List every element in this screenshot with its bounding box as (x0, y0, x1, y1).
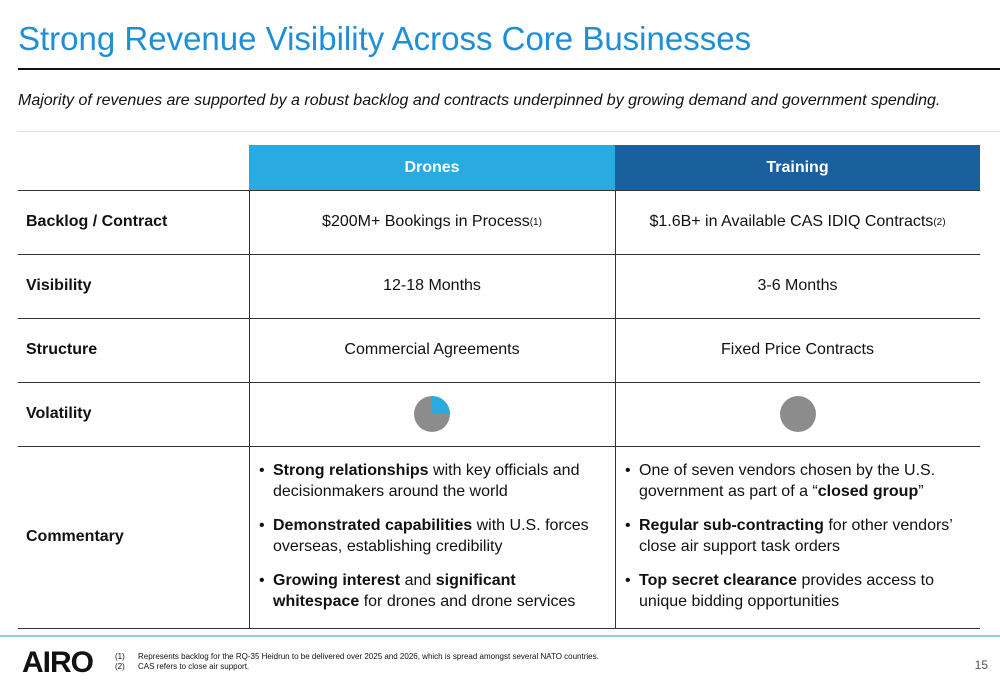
harvey-ball (414, 396, 450, 432)
footnote-number: (1) (115, 652, 125, 661)
bullet-text: Demonstrated capabilities (273, 517, 473, 534)
row-label: Visibility (26, 277, 92, 294)
row-label: Commentary (26, 528, 124, 545)
cell-text: 12-18 Months (383, 277, 481, 294)
page-number: 15 (974, 658, 988, 672)
bullet-text: for drones and drone services (359, 593, 576, 610)
row-line (18, 318, 980, 319)
cell-text: Fixed Price Contracts (721, 341, 874, 358)
column-header: Drones (249, 145, 615, 190)
row-label: Volatility (26, 405, 92, 422)
footnote-number: (2) (115, 662, 125, 671)
bullet-text: One of seven vendors chosen by the U.S. … (639, 462, 936, 500)
logo: AIRO (22, 646, 94, 679)
bullet-list: One of seven vendors chosen by the U.S. … (615, 446, 980, 628)
cell-text: Commercial Agreements (344, 341, 520, 358)
volatility-cell (249, 382, 615, 446)
bullet-text: Top secret clearance (639, 572, 798, 589)
cell: Commercial Agreements (249, 318, 615, 382)
bullet-text: Growing interest (273, 572, 401, 589)
bullet-text: Strong relationships (273, 462, 429, 479)
bullet: One of seven vendors chosen by the U.S. … (625, 460, 960, 502)
row-label: Structure (26, 341, 98, 358)
volatility-cell (615, 382, 980, 446)
bullet-text: significant whitespace (273, 572, 516, 610)
bullet-list: Strong relationships with key officials … (249, 446, 615, 628)
cell-text: $1.6B+ in Available CAS IDIQ Contracts (649, 213, 934, 230)
cell: 3-6 Months (615, 254, 980, 318)
harvey-ball (779, 396, 816, 432)
bullet-text: and (400, 572, 436, 589)
row-line (18, 382, 980, 383)
subtitle: Majority of revenues are supported by a … (18, 92, 941, 109)
row-line (18, 628, 980, 629)
row-line (18, 254, 980, 255)
title: Strong Revenue Visibility Across Core Bu… (18, 20, 752, 57)
row-line (18, 190, 980, 191)
footnote-ref: (1) (529, 216, 542, 228)
cell: $200M+ Bookings in Process (1) (249, 190, 615, 254)
column-line (615, 190, 616, 628)
bullet-text: provides access to unique bidding opport… (639, 572, 934, 610)
bullet-text: Regular sub-contracting (639, 517, 824, 534)
bullet-text: for other vendors’ close air support tas… (639, 517, 953, 555)
cell: $1.6B+ in Available CAS IDIQ Contracts (2… (615, 190, 980, 254)
footer-rule (0, 635, 1000, 637)
footnote-ref: (2) (933, 216, 946, 228)
ball-base (779, 396, 816, 432)
row-label: Backlog / Contract (26, 213, 168, 230)
title-rule (18, 68, 1000, 70)
bullet-text: closed group (817, 483, 919, 500)
row-line (18, 446, 980, 447)
ball-fill (432, 396, 450, 414)
bullet: Demonstrated capabilities with U.S. forc… (259, 515, 595, 557)
cell-text: $200M+ Bookings in Process (322, 213, 530, 230)
cell-text: 3-6 Months (757, 277, 838, 294)
cell: Fixed Price Contracts (615, 318, 980, 382)
bullet: Regular sub-contracting for other vendor… (625, 515, 960, 557)
cell: 12-18 Months (249, 254, 615, 318)
bullet-text: with key officials and decisionmakers ar… (273, 462, 580, 500)
bullet: Top secret clearance provides access to … (625, 570, 960, 612)
bullet: Growing interest and significant whitesp… (259, 570, 595, 612)
subtitle-rule (18, 131, 1000, 132)
footnote-text: Represents backlog for the RQ-35 Heidrun… (138, 652, 599, 661)
bullet-text: with U.S. forces overseas, establishing … (273, 517, 589, 555)
bullet: Strong relationships with key officials … (259, 460, 595, 502)
bullet-text: ” (918, 483, 924, 500)
column-line (249, 190, 250, 628)
footnote-text: CAS refers to close air support. (138, 662, 250, 671)
column-header: Training (615, 145, 980, 190)
